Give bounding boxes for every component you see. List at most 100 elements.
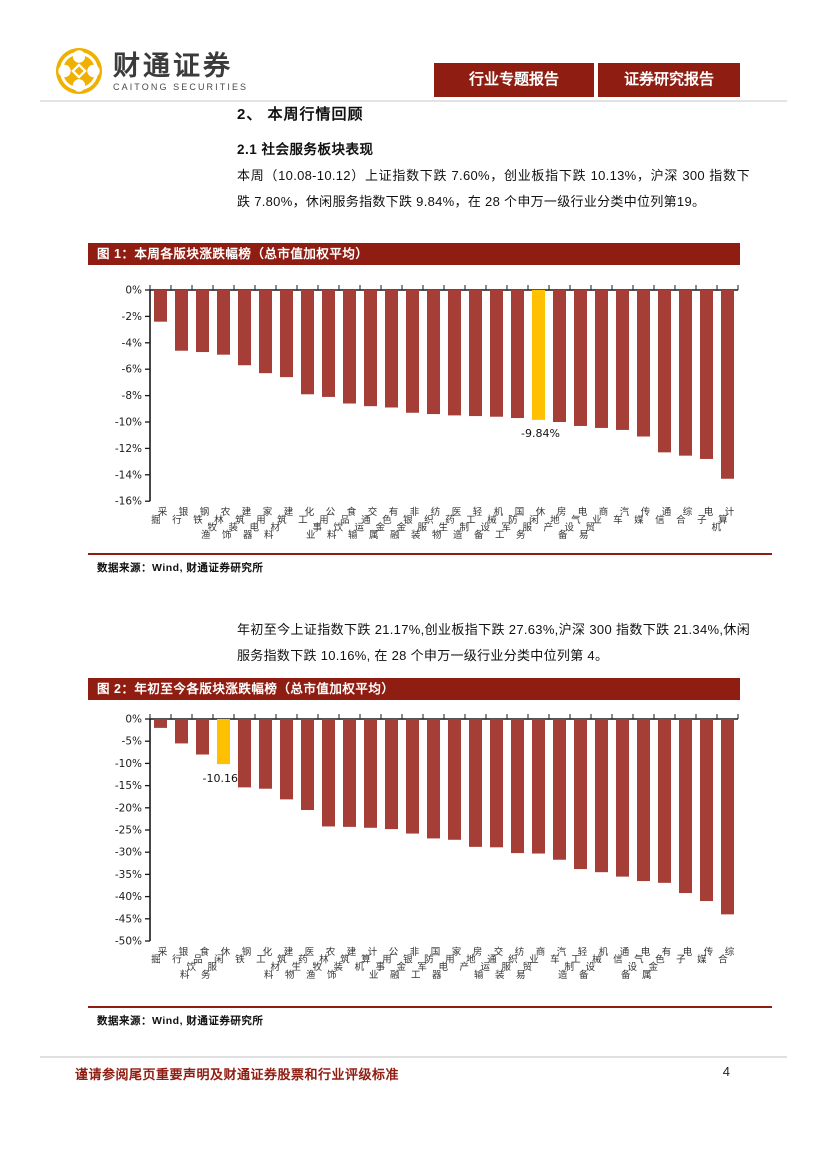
- svg-text:银: 银: [403, 954, 413, 966]
- svg-text:-30%: -30%: [115, 847, 142, 859]
- svg-text:生: 生: [292, 961, 302, 973]
- svg-text:用: 用: [256, 515, 266, 526]
- svg-text:通: 通: [487, 955, 497, 966]
- svg-text:融: 融: [390, 530, 400, 541]
- svg-text:设: 设: [565, 522, 575, 533]
- svg-text:汽: 汽: [557, 946, 567, 958]
- svg-text:机: 机: [599, 946, 609, 958]
- svg-text:服: 服: [502, 962, 512, 973]
- svg-text:-50%: -50%: [115, 936, 142, 948]
- svg-text:业: 业: [306, 530, 316, 541]
- svg-text:计: 计: [368, 946, 378, 958]
- svg-text:料: 料: [180, 969, 190, 981]
- svg-text:建: 建: [242, 506, 252, 518]
- svg-text:产: 产: [460, 961, 470, 973]
- svg-text:金: 金: [397, 521, 407, 533]
- svg-text:物: 物: [285, 969, 295, 981]
- svg-text:纺: 纺: [431, 506, 441, 518]
- svg-text:服: 服: [418, 522, 428, 533]
- svg-text:运: 运: [481, 962, 491, 973]
- report-category-badge: 证券研究报告: [598, 63, 740, 97]
- svg-text:农: 农: [326, 946, 336, 958]
- svg-text:媒: 媒: [697, 954, 707, 966]
- svg-text:非: 非: [410, 946, 420, 958]
- svg-text:色: 色: [655, 954, 665, 966]
- svg-text:有: 有: [662, 946, 672, 958]
- svg-text:医: 医: [452, 507, 462, 518]
- svg-text:服: 服: [208, 962, 218, 973]
- svg-text:0%: 0%: [125, 714, 142, 726]
- svg-text:造: 造: [558, 969, 568, 981]
- figure2-title: 图 2：年初至今各版块涨跌幅榜（总市值加权平均）: [88, 678, 740, 700]
- svg-text:钢: 钢: [200, 506, 210, 518]
- svg-text:化: 化: [305, 506, 315, 518]
- svg-text:事: 事: [376, 961, 386, 973]
- section-heading: 2、 本周行情回顾: [237, 106, 364, 123]
- svg-text:轻: 轻: [473, 506, 483, 518]
- svg-text:用: 用: [319, 515, 329, 526]
- svg-text:业: 业: [369, 970, 379, 981]
- svg-text:备: 备: [474, 529, 484, 541]
- svg-text:输: 输: [348, 529, 358, 541]
- svg-text:轻: 轻: [578, 946, 588, 958]
- footer-disclaimer: 谨请参阅尾页重要声明及财通证券股票和行业评级标准: [75, 1067, 400, 1082]
- svg-text:防: 防: [424, 954, 434, 966]
- svg-text:制: 制: [565, 961, 575, 973]
- svg-text:工: 工: [495, 530, 505, 541]
- svg-text:务: 务: [516, 529, 526, 541]
- svg-text:-10%: -10%: [115, 417, 142, 429]
- svg-text:料: 料: [264, 529, 274, 541]
- svg-text:-4%: -4%: [122, 337, 142, 349]
- svg-text:织: 织: [424, 514, 434, 526]
- svg-text:渔: 渔: [306, 970, 316, 981]
- svg-text:械: 械: [592, 954, 602, 966]
- svg-text:媒: 媒: [634, 514, 644, 526]
- svg-text:信: 信: [613, 954, 623, 966]
- svg-text:采: 采: [158, 507, 168, 518]
- svg-text:-35%: -35%: [115, 869, 142, 881]
- svg-text:电: 电: [578, 506, 588, 518]
- svg-text:装: 装: [495, 969, 505, 981]
- logo-text: 财通证券 CAITONG SECURITIES: [113, 51, 248, 92]
- svg-text:机: 机: [712, 521, 722, 533]
- svg-text:建: 建: [284, 506, 294, 518]
- svg-text:铁: 铁: [193, 514, 203, 526]
- svg-text:备: 备: [579, 969, 589, 981]
- svg-text:-10.16%: -10.16%: [203, 772, 249, 785]
- svg-text:军: 军: [502, 522, 512, 533]
- svg-text:-45%: -45%: [115, 913, 142, 925]
- svg-text:设: 设: [628, 962, 638, 973]
- svg-text:车: 车: [613, 514, 623, 526]
- svg-text:-10%: -10%: [115, 758, 142, 770]
- svg-text:料: 料: [264, 969, 274, 981]
- logo-name-cn: 财通证券: [113, 50, 233, 81]
- report-type-badge: 行业专题报告: [434, 63, 594, 97]
- svg-text:电: 电: [683, 946, 693, 958]
- svg-text:掘: 掘: [151, 954, 161, 966]
- svg-text:械: 械: [487, 514, 497, 526]
- svg-text:电: 电: [439, 961, 449, 973]
- svg-text:筑: 筑: [340, 954, 350, 966]
- svg-text:-40%: -40%: [115, 891, 142, 903]
- svg-text:-5%: -5%: [122, 736, 142, 748]
- svg-text:制: 制: [460, 521, 470, 533]
- svg-text:交: 交: [494, 946, 504, 958]
- body-paragraph-week: 本周（10.08-10.12）上证指数下跌 7.60%，创业板指下跌 10.13…: [237, 168, 750, 209]
- svg-text:材: 材: [271, 521, 281, 533]
- svg-text:饰: 饰: [222, 529, 232, 541]
- svg-text:掘: 掘: [151, 514, 161, 526]
- svg-text:建: 建: [347, 946, 357, 958]
- subsection-heading: 2.1 社会服务板块表现: [237, 142, 374, 157]
- svg-text:-2%: -2%: [122, 311, 142, 323]
- svg-text:易: 易: [579, 530, 589, 541]
- svg-text:服: 服: [523, 522, 533, 533]
- header-divider: [40, 100, 787, 102]
- svg-text:机: 机: [355, 961, 365, 973]
- svg-text:银: 银: [179, 506, 189, 518]
- svg-text:气: 气: [634, 954, 644, 966]
- svg-text:筑: 筑: [277, 514, 287, 526]
- svg-text:业: 业: [529, 955, 539, 966]
- figure2-bar-chart: 0% -5% -10% -15% -20% -25% -30% -35% -40% -45% -50…: [115, 714, 739, 981]
- svg-text:食: 食: [347, 506, 357, 518]
